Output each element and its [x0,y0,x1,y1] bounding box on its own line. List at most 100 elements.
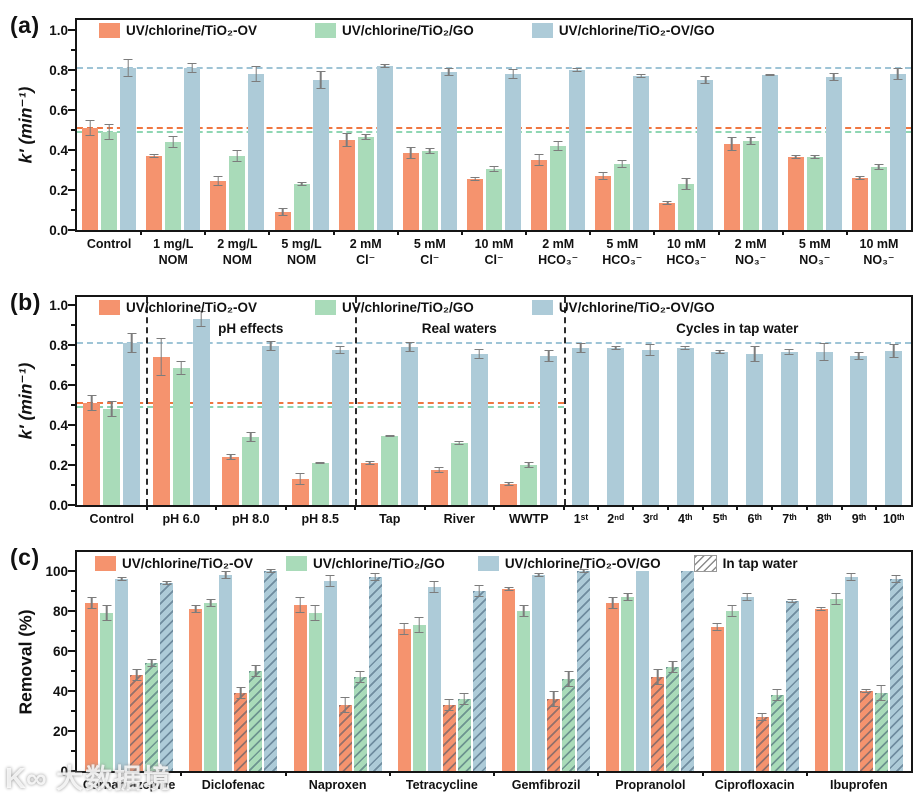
bar [595,172,612,230]
error-bar [414,617,424,633]
error-bar [325,575,335,587]
error-bar [524,462,534,468]
x-label-line: Cl⁻ [420,252,440,267]
bar [402,147,419,230]
category-group: Propranolol [597,552,702,792]
bar [248,66,265,230]
legend-label: UV/chlorine/TiO₂-OV [126,300,258,315]
reference-line [77,406,564,408]
x-category-label: Naproxen [309,778,367,794]
bar [502,587,516,771]
y-minor-tick-mark [71,129,75,131]
error-bar [399,623,409,635]
error-bar [246,432,256,442]
error-bar [712,623,722,631]
y-tick-label: 0.8 [49,338,68,353]
legend-item: UV/chlorine/TiO₂/GO [315,23,474,38]
x-category-label: 7ᵗʰ [782,512,796,528]
x-category-label: Propranolol [615,778,685,794]
error-bar [385,435,395,437]
x-category-label: 2 mM Cl⁻ [350,237,382,268]
error-bar [474,349,484,359]
legend-swatch [286,556,308,571]
x-tick-mark [632,505,634,510]
legend: UV/chlorine/TiO₂-OV UV/chlorine/TiO₂/GO UV… [99,23,715,38]
legend-label: UV/chlorine/TiO₂-OV/GO [504,556,661,571]
bar [242,432,260,505]
x-label-line: Cl⁻ [356,252,376,267]
bar [678,178,695,230]
bar [815,343,833,505]
y-tick-label: 0.0 [49,498,68,513]
y-axis-label: k′ (min⁻¹) [15,86,36,164]
error-bar [444,699,454,711]
bar [361,461,379,505]
error-bar [489,166,499,172]
bar [569,67,586,230]
error-bar [829,73,839,81]
error-bar [636,73,646,79]
y-tick-label: 20 [52,724,68,739]
x-label-line: NO₃⁻ [735,252,767,267]
x-tick-mark [805,771,808,776]
category-group: 1 mg/L NOM [140,20,205,267]
bar [210,176,227,230]
error-bar [149,153,159,159]
bar [486,166,503,230]
y-tick-label: 40 [52,684,68,699]
x-category-label: 10 mM Cl⁻ [475,237,514,268]
section-separator [354,297,357,505]
x-category-label: Gemfibrozil [512,778,581,794]
legend-label: UV/chlorine/TiO₂-OV [122,556,254,571]
error-bar [213,176,223,186]
error-bar [611,346,621,350]
x-tick-mark [354,505,356,510]
legend-item: In tap water [693,555,798,572]
error-bar [232,150,242,162]
bar-hatched [353,671,367,771]
bar [82,120,99,230]
bar [676,345,694,505]
bar-hatched [368,573,382,771]
y-tick-mark [68,189,75,191]
y-tick-label: 1.0 [49,23,68,38]
error-bar [765,73,775,77]
bar [430,467,448,505]
legend-label: In tap water [722,556,798,571]
bar [312,71,329,230]
error-bar [855,175,865,181]
error-bar [127,333,137,353]
error-bar [519,605,529,617]
x-label-line: 10 mM [859,237,899,251]
x-category-label: 6ᵗʰ [747,512,761,528]
category-group: 2 mg/L NOM [204,20,269,267]
category-group: Tap [354,297,425,526]
x-label-line: NOM [158,252,188,267]
x-label-line: Control [86,237,132,251]
error-bar [355,671,365,683]
x-label-line: 10 mM [667,237,706,251]
x-category-label: 1 mg/L NOM [153,237,193,268]
legend-swatch [315,23,337,38]
error-bar [168,136,178,148]
error-bar [266,341,276,351]
error-bar [132,669,142,681]
error-bar [816,607,826,611]
x-category-label: 5ᵗʰ [713,512,727,528]
bar [189,605,203,771]
legend-label: UV/chlorine/TiO₂/GO [313,556,445,571]
bar [85,597,99,771]
category-group: 2 mM HCO₃⁻ [525,20,590,267]
x-label-line: 2 mg/L [217,237,258,251]
bar-hatched [651,669,665,771]
error-bar [662,201,672,205]
reference-line [77,342,911,344]
error-bar [316,71,326,89]
bar-groups: Control pH 6.0 pH 8.0 pH 8.5 Tap River WWTP 1ˢᵗ… [77,297,911,526]
bar [397,623,411,771]
y-minor-tick-mark [71,209,75,211]
category-group: Control [77,20,141,251]
error-bar [874,164,884,170]
x-category-label: Diclofenac [202,778,265,794]
bar-hatched [755,713,769,771]
